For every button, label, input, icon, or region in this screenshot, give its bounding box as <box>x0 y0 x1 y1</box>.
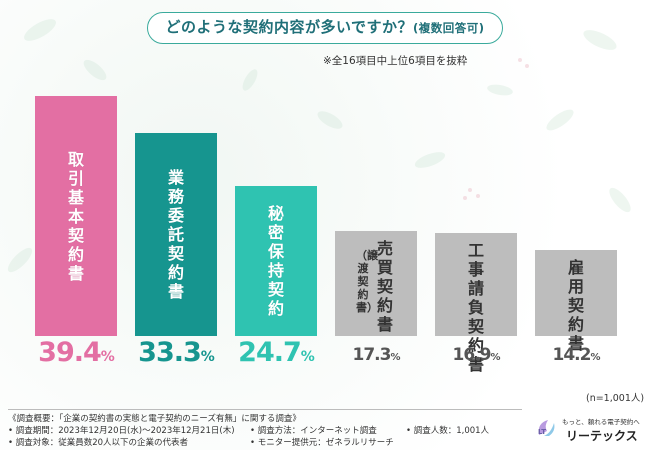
bar-4 <box>335 231 417 336</box>
bar-5-value-label: 16.9% <box>435 345 517 365</box>
bar-6-value-unit: % <box>590 352 600 363</box>
bar-6 <box>535 250 617 336</box>
bar-4-value-unit: % <box>390 352 400 363</box>
survey-overview: 《調査概要：「企業の契約書の実態と電子契約のニーズ有無」に関する調査》 <box>8 414 301 424</box>
survey-provider: • モニター提供元：ゼネラルリサーチ <box>250 438 394 448</box>
bar-2-category-label: 業務委託契約書 <box>167 168 184 301</box>
bar-2-value-label: 33.3% <box>135 337 217 368</box>
bar-2 <box>135 133 217 336</box>
bar-1-category-label: 取引基本契約書 <box>67 149 84 283</box>
bar-3 <box>235 186 317 336</box>
bar-4-category-label: 売買契約書 <box>376 239 393 334</box>
bar-5-value-unit: % <box>490 352 500 363</box>
bar-1 <box>35 96 117 336</box>
survey-method: • 調査方法：インターネット調査 <box>250 426 377 436</box>
footer-divider <box>8 409 522 410</box>
bar-3-value-number: 24.7 <box>238 337 302 368</box>
bar-4-value-number: 17.3 <box>352 345 392 365</box>
logo-tagline: もっと、頼れる電子契約へ <box>562 418 640 426</box>
bar-1-value-label: 39.4% <box>35 337 117 368</box>
sample-size-label: (n=1,001人) <box>586 393 645 404</box>
chart-title-main: どのような契約内容が多いですか？ <box>165 18 414 36</box>
logo-mark-text: LT <box>538 428 546 436</box>
bar-2-value-number: 33.3 <box>138 337 202 368</box>
bar-5-value-number: 16.9 <box>452 345 492 365</box>
logo-name: リーテックス <box>566 429 638 443</box>
chart-title-suffix: (複数回答可) <box>413 21 485 35</box>
bar-6-value-number: 14.2 <box>552 345 592 365</box>
company-logo-icon: LT <box>538 420 555 436</box>
bar-1-value-number: 39.4 <box>38 337 102 368</box>
excerpt-note: ※全16項目中上位6項目を抜粋 <box>323 55 468 67</box>
chart-title: どのような契約内容が多いですか？(複数回答可) <box>147 12 503 44</box>
bar-3-value-label: 24.7% <box>235 337 317 368</box>
survey-period: • 調査期間：2023年12月20日(水)～2023年12月21日(木) <box>8 426 235 436</box>
bar-4-value-label: 17.3% <box>335 345 417 365</box>
bar-2-value-unit: % <box>200 349 215 365</box>
bar-6-value-label: 14.2% <box>535 345 617 365</box>
survey-respondents: • 調査人数：1,001人 <box>406 426 490 436</box>
bar-4-category-note: （譲渡契約書） <box>356 249 378 314</box>
survey-target: • 調査対象：従業員数20人以下の企業の代表者 <box>8 438 189 448</box>
bar-5 <box>435 233 517 336</box>
bar-3-category-label: 秘密保持契約 <box>267 204 284 318</box>
bar-6-category-label: 雇用契約書 <box>567 258 584 353</box>
bar-3-value-unit: % <box>300 349 315 365</box>
bar-5-category-label: 工事請負契約書 <box>467 241 484 374</box>
bar-1-value-unit: % <box>100 349 115 365</box>
